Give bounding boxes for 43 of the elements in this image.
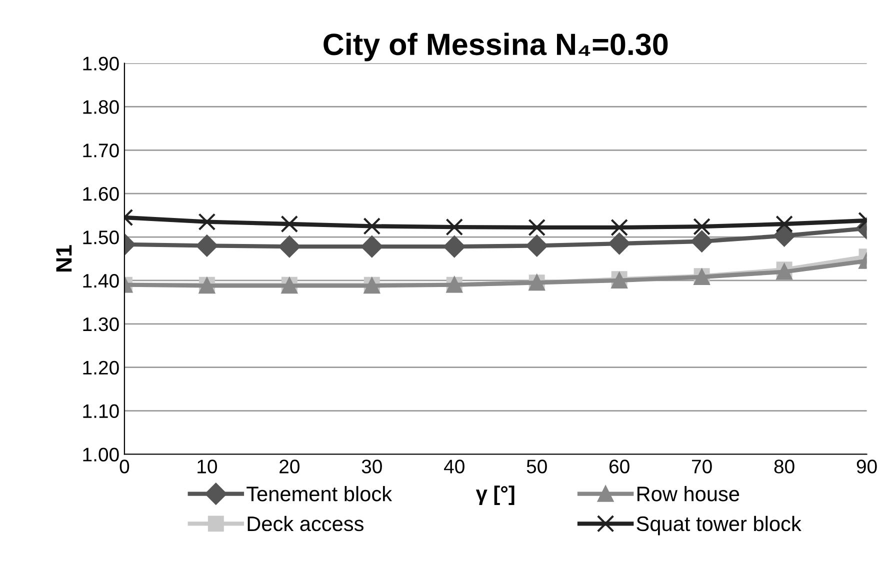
legend-label: Row house	[637, 486, 740, 502]
x-tick-label: 60	[610, 460, 630, 474]
point	[280, 215, 298, 233]
legend-label: Squat tower block	[636, 516, 802, 536]
point	[690, 230, 713, 252]
point	[776, 215, 793, 233]
point	[196, 234, 218, 257]
x-tick-label: 80	[774, 460, 794, 474]
point	[363, 217, 381, 235]
x-tick-label: 20	[280, 460, 300, 474]
point	[444, 236, 466, 258]
y-tick-label: 1.80	[83, 100, 119, 114]
point	[446, 218, 464, 236]
point	[610, 218, 628, 236]
x-tick-label: 30	[362, 460, 382, 474]
legend-label: Tenement block	[246, 486, 392, 502]
y-tick-label: 1.10	[83, 404, 119, 418]
x-axis-title: γ [°]	[476, 486, 514, 505]
y-tick-label: 1.40	[83, 274, 119, 288]
point	[526, 234, 548, 257]
x-tick-label: 40	[444, 460, 464, 474]
y-tick-label: 1.00	[83, 448, 119, 462]
point	[608, 232, 630, 254]
chart-title: City of Messina N₄=0.30	[324, 32, 668, 62]
x-tick-label: 0	[120, 460, 130, 474]
y-tick-label: 1.50	[83, 230, 119, 244]
y-tick-label: 1.70	[83, 144, 119, 158]
y-tick-label: 1.20	[83, 360, 119, 375]
legend-label: Deck access	[248, 516, 364, 532]
y-tick-label: 1.90	[83, 56, 119, 70]
x-tick-label: 70	[692, 460, 712, 474]
x-tick-label: 10	[198, 460, 217, 474]
point	[361, 236, 383, 258]
point	[198, 213, 216, 231]
x-tick-label: 50	[526, 460, 547, 474]
y-tick-label: 1.30	[83, 317, 119, 332]
y-axis-title: N1	[56, 245, 72, 272]
point	[528, 218, 546, 236]
x-tick-label: 90	[856, 460, 877, 474]
y-tick-label: 1.60	[83, 187, 119, 201]
point	[773, 224, 796, 247]
point	[693, 218, 710, 236]
point	[278, 236, 300, 258]
